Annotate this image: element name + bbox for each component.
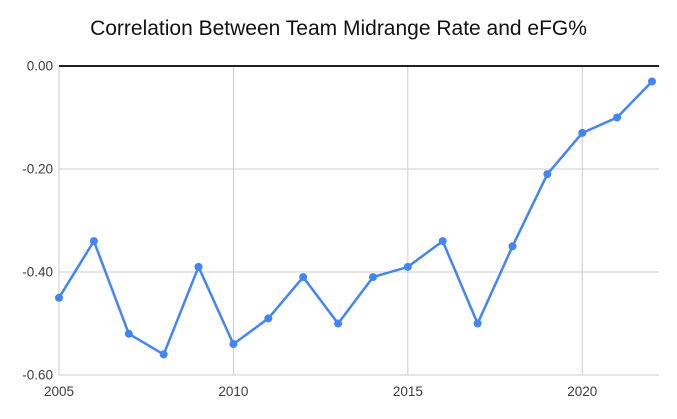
x-tick-label: 2010: [218, 384, 248, 399]
data-point: [55, 293, 63, 302]
data-point: [194, 262, 203, 271]
data-point: [89, 237, 98, 246]
data-point: [438, 237, 447, 246]
x-tick-label: 2005: [44, 384, 74, 399]
data-point: [543, 170, 552, 179]
data-point: [473, 319, 482, 328]
data-point: [124, 329, 133, 338]
data-point: [369, 273, 377, 282]
data-point: [578, 128, 587, 137]
data-point: [403, 262, 412, 271]
y-tick-label: -0.60: [22, 368, 53, 383]
data-point: [334, 319, 343, 328]
data-point: [508, 242, 517, 251]
x-tick-label: 2020: [567, 384, 597, 399]
y-tick-label: 0.00: [27, 59, 53, 74]
data-point: [648, 77, 656, 86]
data-point: [299, 273, 308, 282]
chart-title: Correlation Between Team Midrange Rate a…: [90, 17, 587, 40]
series-line: [57, 80, 654, 356]
x-tick-label: 2015: [393, 384, 423, 399]
y-tick-label: -0.40: [22, 265, 53, 280]
data-point: [264, 314, 273, 323]
data-point: [229, 340, 238, 349]
data-point: [159, 350, 168, 359]
data-point: [613, 113, 622, 122]
y-tick-label: -0.20: [22, 162, 53, 177]
